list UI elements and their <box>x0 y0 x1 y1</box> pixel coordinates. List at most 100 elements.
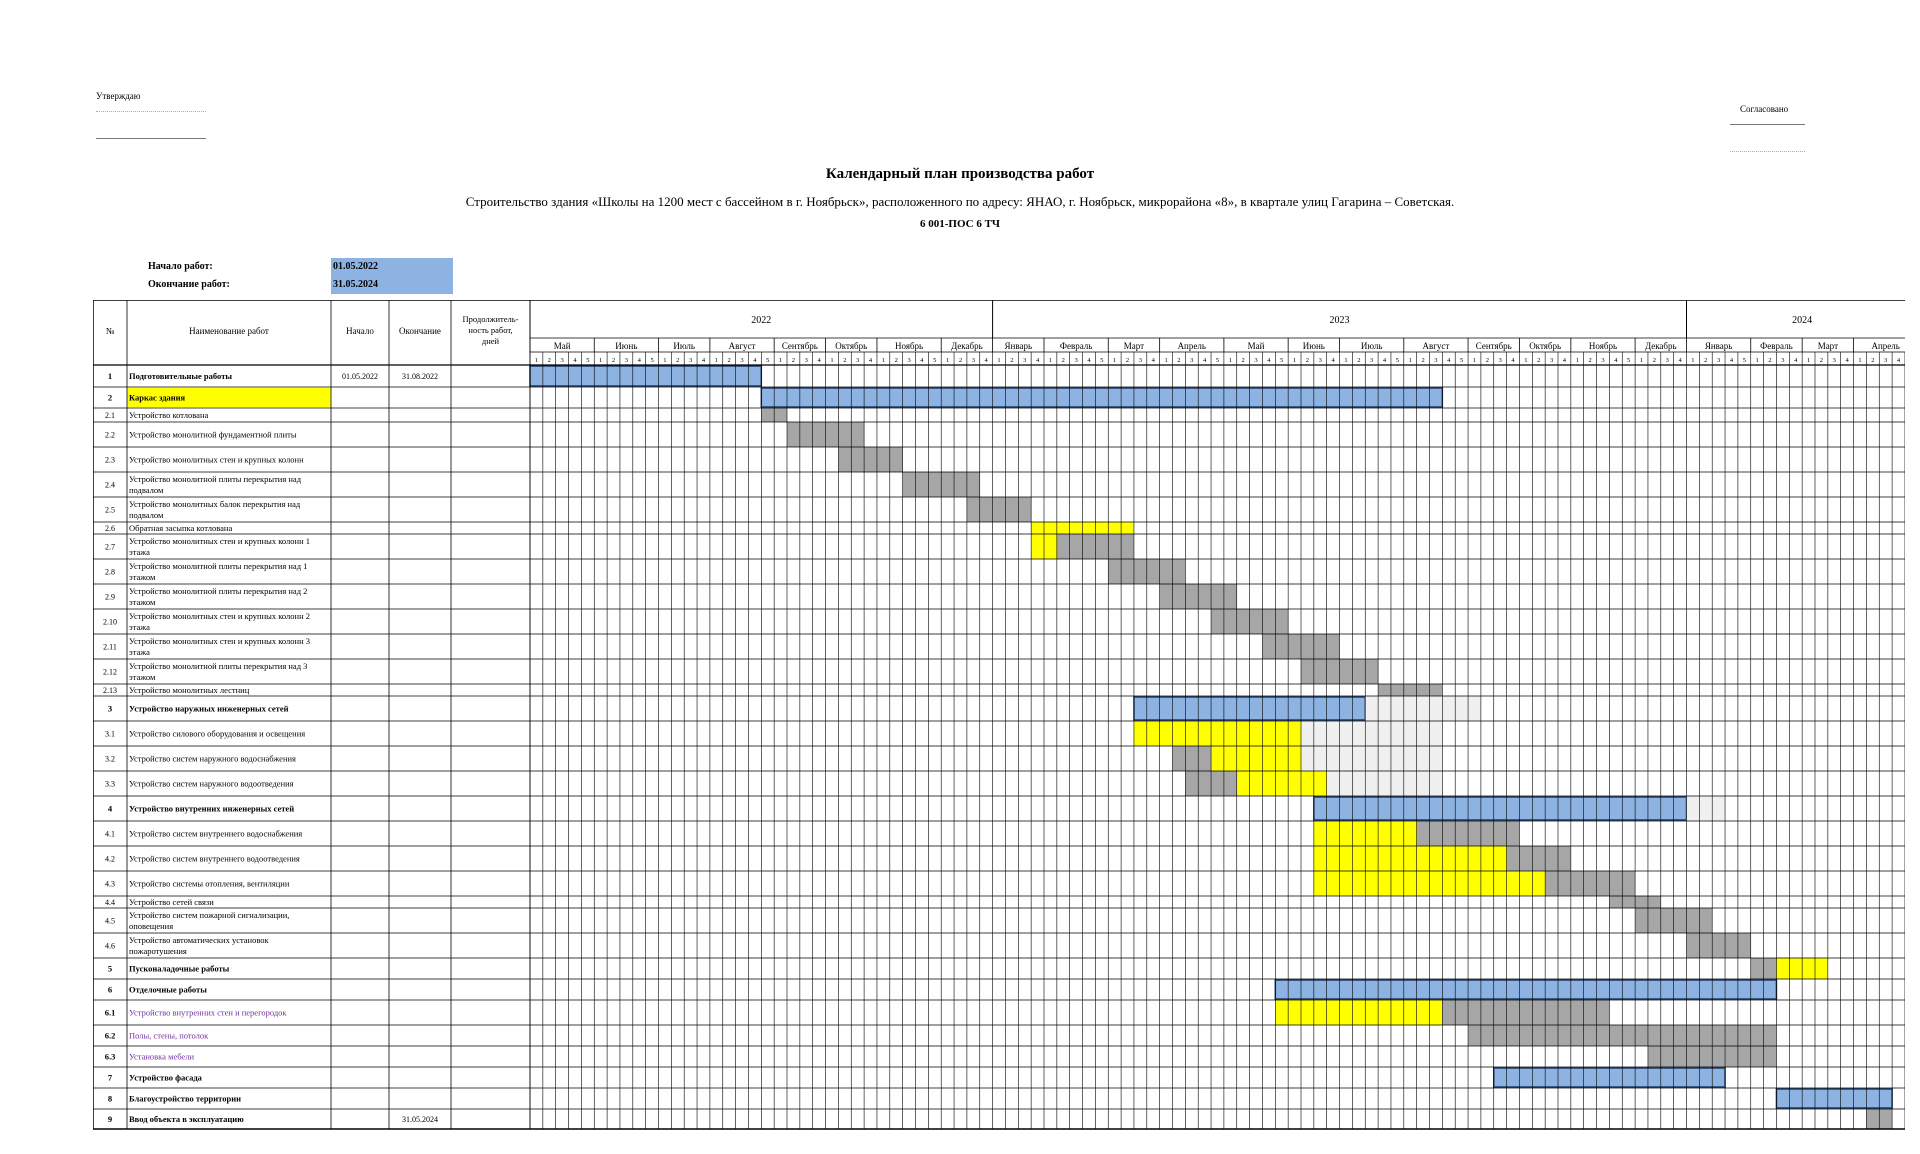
gantt-bar-gray <box>966 497 1032 522</box>
week-number: 2 <box>676 357 679 364</box>
row-number: 3.2 <box>105 755 115 764</box>
week-number: 4 <box>1846 357 1850 364</box>
week-number: 3 <box>1717 357 1720 364</box>
row-number: 6.2 <box>105 1031 116 1041</box>
gantt-bar-light <box>1686 796 1726 821</box>
week-number: 1 <box>1049 357 1052 364</box>
week-number: 2 <box>1820 357 1823 364</box>
row-name: Устройство монолитной плиты перекрытия н… <box>129 661 307 682</box>
year-label: 2022 <box>751 315 771 326</box>
row-name: Устройство монолитной фундаментной плиты <box>129 430 297 440</box>
row-number: 2.7 <box>105 543 115 552</box>
gantt-bar-yellow <box>1211 746 1301 771</box>
row-end-date: 31.08.2022 <box>402 372 438 381</box>
week-number: 4 <box>1678 357 1682 364</box>
week-number: 3 <box>740 357 743 364</box>
month-label: Апрель <box>1871 341 1899 351</box>
week-number: 4 <box>1036 357 1040 364</box>
month-label: Март <box>1818 341 1838 351</box>
row-number: 4.2 <box>105 855 115 864</box>
week-number: 4 <box>1563 357 1567 364</box>
week-number: 1 <box>1164 357 1167 364</box>
end-date-value: 31.05.2024 <box>331 276 453 294</box>
row-number: 2.13 <box>103 686 117 695</box>
week-number: 4 <box>1203 357 1207 364</box>
year-label: 2023 <box>1330 315 1350 326</box>
row-number: 2.1 <box>105 411 115 420</box>
week-number: 1 <box>946 357 949 364</box>
row-name: Устройство монолитной плиты перекрытия н… <box>129 586 307 607</box>
week-number: 5 <box>1280 357 1283 364</box>
week-number: 1 <box>599 357 602 364</box>
row-number: 5 <box>108 964 112 974</box>
week-number: 2 <box>1357 357 1360 364</box>
year-label: 2024 <box>1792 315 1812 326</box>
highlighted-name-cell <box>127 388 331 407</box>
end-date-label: Окончание работ: <box>148 279 230 290</box>
week-number: 3 <box>1254 357 1257 364</box>
month-label: Сентябрь <box>782 341 818 351</box>
week-number: 3 <box>805 357 808 364</box>
row-name: Ввод объекта в эксплуатацию <box>129 1114 244 1124</box>
row-name: Устройство силового оборудования и освещ… <box>129 729 305 739</box>
row-name: Подготовительные работы <box>129 371 232 381</box>
week-number: 2 <box>843 357 846 364</box>
week-number: 2 <box>1589 357 1592 364</box>
month-label: Март <box>1124 341 1144 351</box>
row-number: 4.5 <box>105 917 115 926</box>
gantt-bar-yellow <box>1313 846 1507 871</box>
row-name: Устройство фасада <box>129 1073 203 1083</box>
week-number: 1 <box>1113 357 1116 364</box>
row-number: 4.6 <box>105 942 115 951</box>
week-number: 5 <box>1743 357 1746 364</box>
month-label: Январь <box>1705 341 1733 351</box>
week-number: 5 <box>650 357 653 364</box>
row-name: Устройство монолитных стен и крупных кол… <box>129 455 304 465</box>
week-number: 1 <box>1756 357 1759 364</box>
row-name: Полы, стены, потолок <box>129 1031 209 1041</box>
week-number: 2 <box>728 357 731 364</box>
gantt-bar-light <box>1365 696 1481 721</box>
week-number: 3 <box>1666 357 1669 364</box>
approve-signature-line <box>96 111 206 112</box>
row-number: 4.1 <box>105 830 115 839</box>
row-name: Устройство наружных инженерных сетей <box>129 704 289 714</box>
row-number: 2.10 <box>103 618 117 627</box>
week-number: 2 <box>1653 357 1656 364</box>
week-number: 2 <box>548 357 551 364</box>
row-number: 2.9 <box>105 593 115 602</box>
week-number: 2 <box>1486 357 1489 364</box>
month-label: Февраль <box>1760 341 1793 351</box>
row-number: 4 <box>108 804 113 814</box>
row-name: Устройство монолитной плиты перекрытия н… <box>129 474 302 495</box>
week-number: 1 <box>1409 357 1412 364</box>
row-number: 6.3 <box>105 1052 116 1062</box>
week-number: 2 <box>612 357 615 364</box>
row-name: Устройство монолитных стен и крупных кол… <box>129 636 310 657</box>
row-number: 2.8 <box>105 568 115 577</box>
gantt-bar-gray <box>1506 846 1571 871</box>
week-number: 4 <box>1152 357 1156 364</box>
row-number: 3.1 <box>105 730 115 739</box>
row-number: 6.1 <box>105 1008 116 1018</box>
week-number: 4 <box>1267 357 1271 364</box>
week-number: 3 <box>1550 357 1553 364</box>
month-label: Январь <box>1005 341 1033 351</box>
agree-signature-line <box>1730 124 1805 125</box>
week-number: 4 <box>1511 357 1515 364</box>
week-number: 1 <box>1344 357 1347 364</box>
week-number: 3 <box>689 357 692 364</box>
week-number: 4 <box>1383 357 1387 364</box>
week-number: 1 <box>882 357 885 364</box>
week-number: 5 <box>933 357 936 364</box>
week-number: 3 <box>1370 357 1373 364</box>
week-number: 1 <box>1576 357 1579 364</box>
row-name: Устройство монолитных лестниц <box>129 685 250 695</box>
month-label: Апрель <box>1178 341 1206 351</box>
week-number: 4 <box>818 357 822 364</box>
week-number: 2 <box>1242 357 1245 364</box>
row-number: 6 <box>108 985 112 995</box>
row-name: Устройство системы отопления, вентиляции <box>129 879 290 889</box>
week-number: 1 <box>830 357 833 364</box>
week-number: 2 <box>1768 357 1771 364</box>
